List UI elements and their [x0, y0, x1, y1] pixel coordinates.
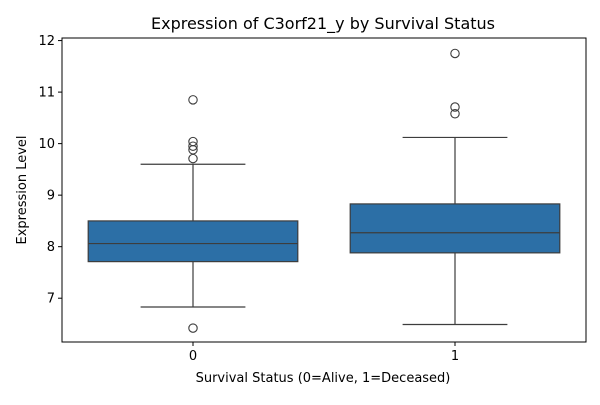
outlier-point-0-4 — [188, 136, 198, 147]
outlier-point-0-0 — [188, 323, 198, 333]
y-tick-label-12: 12 — [38, 34, 55, 49]
x-tick-label-0: 0 — [189, 349, 197, 364]
outlier-point-0-5 — [188, 95, 198, 105]
chart-title: Expression of C3orf21_y by Survival Stat… — [151, 14, 495, 34]
y-axis-label: Expression Level — [15, 135, 30, 244]
plot-frame — [61, 37, 587, 343]
y-tick-label-7: 7 — [47, 292, 55, 307]
outlier-point-0-3 — [188, 141, 198, 151]
plot-area: 7 8 9 10 11 12 0 1 — [38, 34, 587, 364]
y-tick-label-8: 8 — [47, 240, 55, 255]
y-tick-label-11: 11 — [38, 86, 55, 101]
outlier-point-1-1 — [450, 102, 460, 112]
box-1 — [349, 203, 561, 254]
outlier-point-1-2 — [450, 48, 460, 59]
x-tick-label-1: 1 — [451, 349, 459, 364]
y-tick-label-10: 10 — [38, 137, 55, 152]
outlier-point-1-0 — [450, 108, 460, 119]
box-0 — [87, 220, 299, 263]
y-tick-label-9: 9 — [47, 189, 55, 204]
x-axis-label: Survival Status (0=Alive, 1=Deceased) — [196, 371, 451, 386]
outlier-point-0-1 — [188, 153, 198, 164]
